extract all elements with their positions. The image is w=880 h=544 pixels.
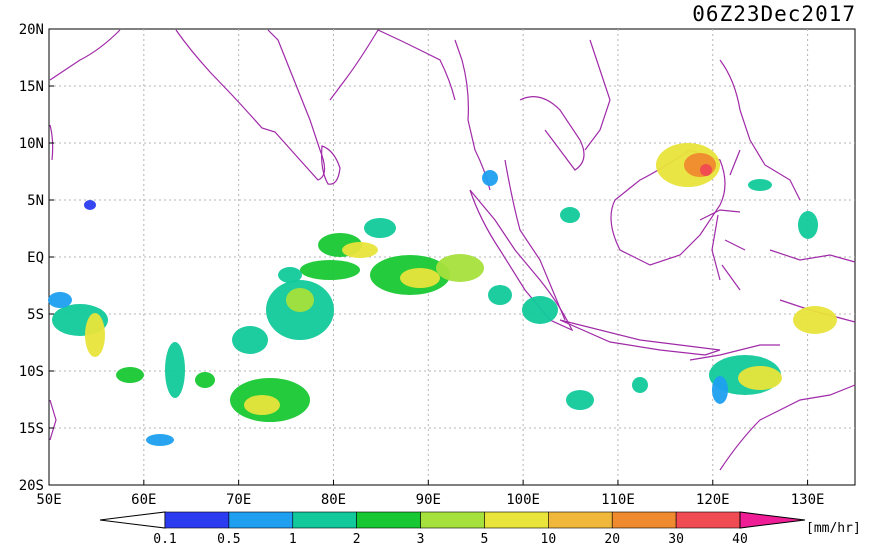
rain-cell — [712, 376, 728, 404]
rain-cell — [165, 342, 185, 398]
colorbar-segment — [548, 511, 613, 529]
rain-cell — [684, 153, 716, 177]
colorbar-tick-label: 0.5 — [217, 532, 240, 544]
java-coast — [559, 319, 721, 356]
units-label: [mm/hr] — [806, 521, 861, 536]
lat-label: 5N — [27, 193, 44, 209]
rain-cell — [566, 390, 594, 410]
rain-cell — [700, 164, 712, 176]
lon-label: 110E — [601, 492, 635, 508]
rain-cell — [632, 377, 648, 393]
lon-label: 130E — [791, 492, 825, 508]
colorbar-under-arrow — [99, 511, 166, 529]
lat-label: 15S — [19, 421, 44, 437]
africa-coast — [49, 124, 57, 441]
rain-cell — [48, 292, 72, 308]
colorbar — [99, 511, 806, 529]
colorbar-segment — [164, 511, 230, 529]
sri-lanka-coastline — [321, 145, 341, 185]
lon-label: 100E — [506, 492, 540, 508]
lat-label: 10S — [19, 364, 44, 380]
colorbar-tick-label: 30 — [668, 532, 684, 544]
lat-label: 20N — [19, 22, 44, 38]
colorbar-segment — [675, 511, 741, 529]
sumatra-coast — [469, 189, 574, 332]
timor-coast — [689, 344, 780, 361]
rain-cell — [364, 218, 396, 238]
india-west-coast — [49, 29, 121, 81]
philippines-coast — [719, 59, 801, 201]
rain-cell — [85, 313, 105, 357]
colorbar-tick-labels: 0.1 0.5 1 2 3 5 10 20 30 40 — [153, 532, 748, 544]
colorbar-over-arrow — [739, 511, 806, 529]
latitude-axis: 20N 15N 10N 5N EQ 5S 10S 15S 20S — [19, 22, 54, 494]
lat-label: 10N — [19, 136, 44, 152]
rain-cell — [560, 207, 580, 223]
rain-cell — [400, 268, 440, 288]
longitude-axis: 50E 60E 70E 80E 90E 100E 110E 120E 130E — [36, 480, 824, 508]
lat-label: 5S — [27, 307, 44, 323]
colorbar-tick-label: 1 — [289, 532, 297, 544]
lon-label: 70E — [226, 492, 251, 508]
rain-cell — [798, 211, 818, 239]
bay-of-bengal-coast — [329, 29, 456, 101]
lat-label: 15N — [19, 79, 44, 95]
map-title: 06Z23Dec2017 — [692, 2, 856, 26]
rain-cell — [232, 326, 268, 354]
rain-cell — [84, 200, 96, 210]
colorbar-segment — [420, 511, 485, 529]
colorbar-segment — [484, 511, 549, 529]
rain-cell — [793, 306, 837, 334]
colorbar-tick-label: 5 — [481, 532, 489, 544]
colorbar-tick-label: 10 — [541, 532, 557, 544]
australia-coast — [719, 384, 856, 471]
sulawesi-coast — [699, 209, 746, 291]
colorbar-tick-label: 2 — [353, 532, 361, 544]
rain-cell — [436, 254, 484, 282]
rain-cell — [278, 267, 302, 283]
lon-label: 50E — [36, 492, 61, 508]
colorbar-tick-label: 3 — [417, 532, 425, 544]
lon-label: 90E — [416, 492, 441, 508]
rain-cell — [244, 395, 280, 415]
rain-cell — [488, 285, 512, 305]
colorbar-segment — [228, 511, 294, 529]
rain-cell — [146, 434, 174, 446]
rain-cell — [522, 296, 558, 324]
colorbar-segment — [356, 511, 421, 529]
indochina-coast — [519, 39, 611, 171]
colorbar-tick-label: 0.1 — [153, 532, 176, 544]
india-coastline — [175, 29, 326, 181]
rain-cell — [300, 260, 360, 280]
lon-label: 60E — [131, 492, 156, 508]
colorbar-tick-label: 20 — [604, 532, 620, 544]
rain-cell — [116, 367, 144, 383]
rain-cells — [48, 143, 837, 446]
rain-cell — [738, 366, 782, 390]
rain-cell — [482, 170, 498, 186]
colorbar-segment — [611, 511, 677, 529]
rain-cell — [286, 288, 314, 312]
rain-cell — [748, 179, 772, 191]
rain-cell — [195, 372, 215, 388]
lat-label: 20S — [19, 478, 44, 494]
lat-label: EQ — [27, 250, 44, 266]
colorbar-segment — [292, 511, 357, 529]
malay-peninsula — [504, 159, 566, 321]
rain-cell — [342, 242, 378, 258]
colorbar-tick-label: 40 — [732, 532, 748, 544]
lon-label: 120E — [696, 492, 730, 508]
lon-label: 80E — [321, 492, 346, 508]
